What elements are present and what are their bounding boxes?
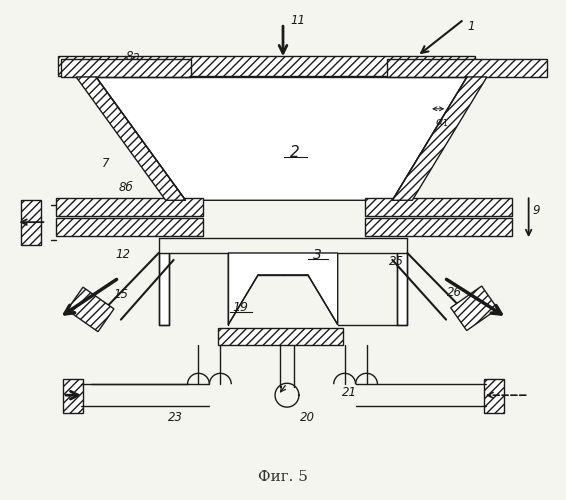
Text: 25: 25 bbox=[389, 256, 404, 268]
Bar bbox=[484, 380, 504, 413]
Text: 21: 21 bbox=[342, 386, 357, 398]
Text: 1: 1 bbox=[467, 20, 475, 33]
Polygon shape bbox=[228, 253, 338, 324]
Text: Фиг. 5: Фиг. 5 bbox=[258, 470, 308, 484]
Text: 3: 3 bbox=[314, 248, 322, 262]
Text: 15: 15 bbox=[113, 288, 128, 301]
Text: 11: 11 bbox=[290, 14, 306, 27]
Polygon shape bbox=[392, 77, 487, 200]
Bar bbox=[451, 286, 498, 331]
Bar bbox=[58, 56, 475, 76]
Text: 23: 23 bbox=[168, 410, 183, 424]
Bar bbox=[22, 200, 41, 245]
Text: 8б: 8б bbox=[118, 181, 133, 194]
Text: 9: 9 bbox=[533, 204, 541, 216]
Bar bbox=[56, 218, 203, 236]
Bar bbox=[56, 198, 203, 216]
Text: 20: 20 bbox=[301, 410, 315, 424]
Text: 7: 7 bbox=[102, 157, 110, 170]
Text: 12: 12 bbox=[115, 248, 130, 262]
Polygon shape bbox=[96, 77, 467, 200]
Bar bbox=[63, 380, 83, 413]
Text: 2: 2 bbox=[290, 145, 300, 160]
Text: $\alpha_1$: $\alpha_1$ bbox=[435, 117, 449, 128]
Polygon shape bbox=[158, 253, 169, 324]
Bar bbox=[61, 59, 191, 77]
Text: 8а: 8а bbox=[126, 50, 140, 62]
Text: 26: 26 bbox=[447, 286, 461, 300]
Bar bbox=[218, 328, 342, 345]
Polygon shape bbox=[397, 253, 408, 324]
Text: 19: 19 bbox=[232, 301, 248, 314]
Bar bbox=[365, 198, 512, 216]
Bar bbox=[365, 218, 512, 236]
Bar bbox=[67, 287, 114, 332]
Bar bbox=[387, 59, 547, 77]
Polygon shape bbox=[76, 77, 186, 200]
